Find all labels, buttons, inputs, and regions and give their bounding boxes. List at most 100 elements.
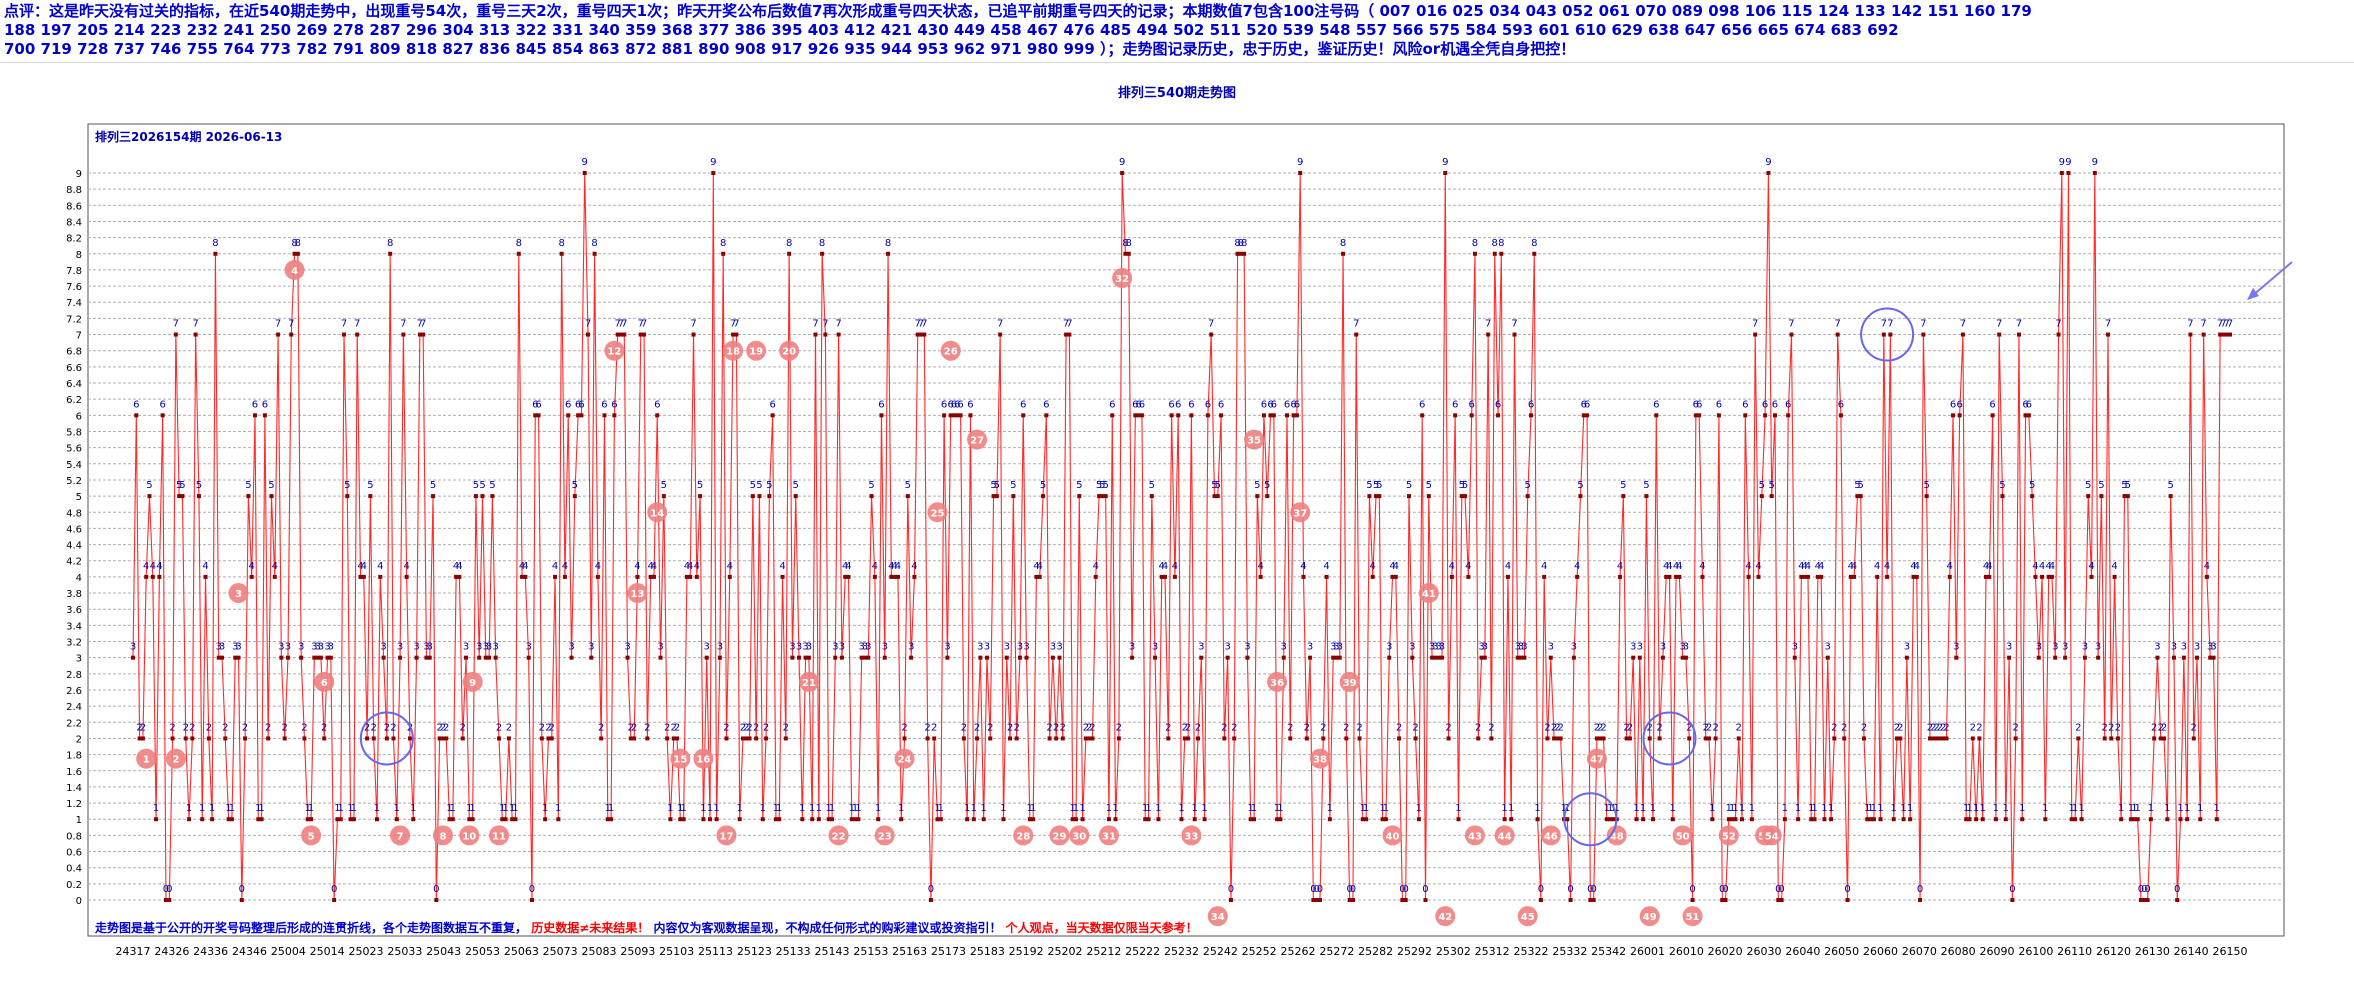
value-label: 0: [1719, 884, 1725, 895]
data-point: [1990, 413, 1995, 418]
value-label: 2: [931, 722, 937, 733]
data-point: [826, 817, 831, 822]
value-label: 6: [1468, 399, 1474, 410]
value-label: 4: [1798, 561, 1804, 572]
value-label: 0: [1567, 884, 1573, 895]
data-point: [902, 736, 907, 741]
value-label: 3: [463, 642, 469, 653]
value-label: 2: [1195, 722, 1201, 733]
y-tick-label: 7.8: [66, 266, 82, 277]
x-tick-label: 26100: [2018, 945, 2053, 958]
value-label: 8: [786, 238, 792, 249]
data-point: [1245, 655, 1250, 660]
value-label: 1: [466, 803, 472, 814]
data-point: [1641, 817, 1646, 822]
data-point: [460, 736, 465, 741]
data-point: [358, 574, 363, 579]
value-label: 3: [219, 642, 225, 653]
data-point: [1314, 898, 1319, 902]
repeat-marker-circle: [1049, 825, 1070, 846]
data-point: [206, 736, 211, 741]
value-label: 5: [489, 480, 495, 491]
value-label: 1: [2214, 803, 2220, 814]
data-point: [454, 574, 459, 579]
data-point: [1604, 817, 1609, 822]
value-label: 3: [858, 642, 864, 653]
y-tick-label: 6: [76, 411, 82, 422]
value-label: 6: [1139, 399, 1145, 410]
value-label: 2: [301, 722, 307, 733]
data-point: [2171, 655, 2176, 660]
data-point: [684, 574, 689, 579]
value-label: 0: [1403, 884, 1409, 895]
data-point: [2109, 736, 2114, 741]
data-point: [295, 251, 300, 256]
data-point: [338, 817, 343, 822]
value-label: 2: [740, 722, 746, 733]
data-point: [747, 736, 752, 741]
data-point: [144, 574, 149, 579]
data-point: [1242, 251, 1247, 256]
repeat-marker-label: 8: [439, 831, 446, 842]
repeat-marker-label: 29: [1053, 831, 1067, 842]
value-label: 1: [829, 803, 835, 814]
data-point: [780, 574, 785, 579]
value-label: 2: [2191, 722, 2197, 733]
value-label: 5: [1577, 480, 1583, 491]
x-tick-label: 25202: [1048, 945, 1083, 958]
data-point: [1960, 332, 1965, 337]
repeat-marker-circle: [228, 583, 249, 604]
data-point: [500, 817, 505, 822]
data-point: [734, 332, 739, 337]
y-tick-label: 3.8: [66, 589, 82, 600]
data-point: [1047, 736, 1052, 741]
data-point: [328, 655, 333, 660]
data-point: [892, 574, 897, 579]
value-label: 2: [961, 722, 967, 733]
value-label: 9: [2059, 157, 2065, 168]
data-point: [1700, 574, 1705, 579]
value-label: 7: [2227, 319, 2233, 330]
value-label: 2: [1007, 722, 1013, 733]
data-point: [1918, 898, 1923, 902]
value-label: 1: [1145, 803, 1151, 814]
data-point: [543, 817, 548, 822]
data-point: [2030, 494, 2035, 499]
value-label: 3: [862, 642, 868, 653]
data-point: [1601, 736, 1606, 741]
value-label: 5: [1010, 480, 1016, 491]
data-point: [2056, 332, 2061, 337]
data-point: [1186, 736, 1191, 741]
value-label: 1: [1383, 803, 1389, 814]
value-label: 2: [1304, 722, 1310, 733]
data-point: [2040, 574, 2045, 579]
y-tick-label: 4.6: [66, 524, 82, 535]
data-point: [856, 817, 861, 822]
value-label: 1: [1739, 803, 1745, 814]
data-point: [1278, 817, 1283, 822]
value-label: 1: [186, 803, 192, 814]
data-point: [424, 655, 429, 660]
repeat-marker-label: 30: [1072, 831, 1086, 842]
value-label: 4: [1947, 561, 1953, 572]
value-label: 1: [1455, 803, 1461, 814]
data-point: [1502, 817, 1507, 822]
value-label: 2: [1930, 722, 1936, 733]
repeat-marker-circle: [1244, 429, 1265, 450]
value-label: 5: [661, 480, 667, 491]
value-label: 2: [1627, 722, 1633, 733]
value-label: 5: [1076, 480, 1082, 491]
value-label: 7: [192, 319, 198, 330]
data-point: [1215, 494, 1220, 499]
value-label: 1: [2184, 803, 2190, 814]
repeat-marker-label: 9: [469, 678, 476, 689]
value-label: 8: [387, 238, 393, 249]
data-point: [388, 251, 393, 256]
data-point: [1736, 736, 1741, 741]
data-point: [457, 574, 462, 579]
data-point: [1878, 817, 1883, 822]
data-point: [658, 655, 663, 660]
data-point: [2046, 574, 2051, 579]
value-label: 4: [357, 561, 363, 572]
data-point: [1683, 655, 1688, 660]
